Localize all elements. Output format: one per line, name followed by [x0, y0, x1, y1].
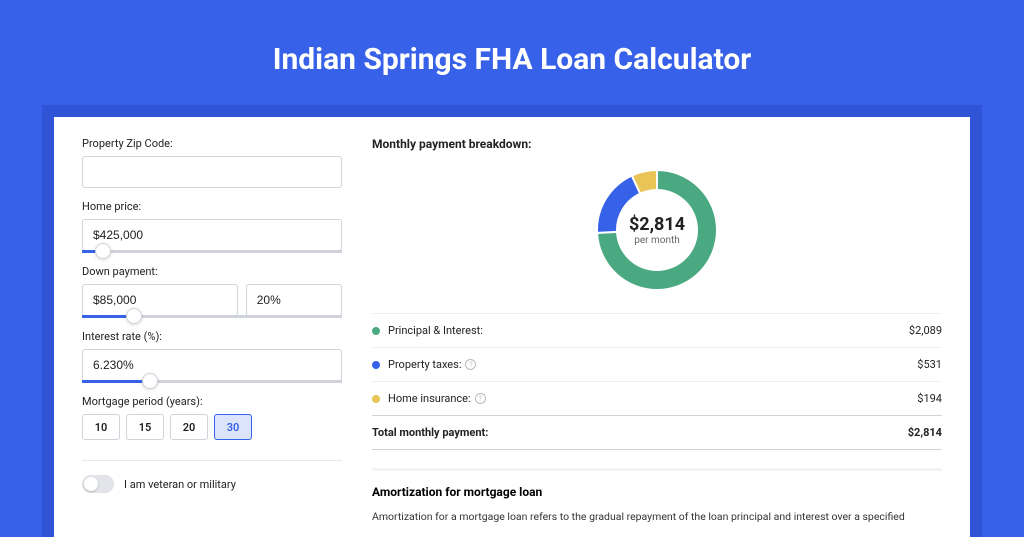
- period-button-15[interactable]: 15: [126, 414, 164, 440]
- zip-label: Property Zip Code:: [82, 137, 342, 150]
- interest-rate-input[interactable]: [82, 349, 342, 381]
- total-row: Total monthly payment: $2,814: [372, 415, 942, 450]
- home-price-input[interactable]: [82, 219, 342, 251]
- amortization-section: Amortization for mortgage loan Amortizat…: [372, 468, 942, 525]
- home-price-slider[interactable]: [82, 250, 342, 253]
- donut-amount: $2,814: [629, 214, 685, 235]
- period-button-20[interactable]: 20: [170, 414, 208, 440]
- payment-donut-chart: $2,814 per month: [592, 165, 722, 295]
- home-price-label: Home price:: [82, 200, 342, 213]
- breakdown-label: Principal & Interest:: [388, 324, 909, 337]
- breakdown-label: Property taxes:?: [388, 358, 917, 371]
- breakdown-title: Monthly payment breakdown:: [372, 137, 942, 151]
- breakdown-value: $2,089: [909, 324, 942, 337]
- info-icon[interactable]: ?: [465, 359, 476, 370]
- breakdown-row: Home insurance:?$194: [372, 381, 942, 415]
- legend-dot: [372, 395, 380, 403]
- breakdown-value: $194: [917, 392, 942, 405]
- toggle-knob: [84, 477, 98, 491]
- interest-rate-slider[interactable]: [82, 380, 342, 383]
- slider-thumb[interactable]: [142, 373, 158, 389]
- down-payment-pct-input[interactable]: [246, 284, 342, 316]
- down-payment-input[interactable]: [82, 284, 238, 316]
- legend-dot: [372, 327, 380, 335]
- breakdown-row: Property taxes:?$531: [372, 347, 942, 381]
- breakdown-column: Monthly payment breakdown: $2,814 per mo…: [372, 137, 942, 537]
- amortization-text: Amortization for a mortgage loan refers …: [372, 509, 942, 525]
- calculator-outer-panel: Property Zip Code: Home price: Down paym…: [42, 105, 982, 537]
- donut-sublabel: per month: [629, 235, 685, 246]
- slider-thumb[interactable]: [95, 243, 111, 259]
- slider-thumb[interactable]: [126, 308, 142, 324]
- breakdown-row: Principal & Interest:$2,089: [372, 313, 942, 347]
- total-value: $2,814: [908, 426, 942, 439]
- page-title: Indian Springs FHA Loan Calculator: [0, 0, 1024, 105]
- veteran-toggle[interactable]: [82, 475, 114, 493]
- zip-input[interactable]: [82, 156, 342, 188]
- down-payment-slider[interactable]: [82, 315, 342, 318]
- total-label: Total monthly payment:: [372, 426, 908, 439]
- breakdown-value: $531: [917, 358, 942, 371]
- info-icon[interactable]: ?: [475, 393, 486, 404]
- legend-dot: [372, 361, 380, 369]
- period-button-30[interactable]: 30: [214, 414, 252, 440]
- form-column: Property Zip Code: Home price: Down paym…: [82, 137, 342, 537]
- period-button-10[interactable]: 10: [82, 414, 120, 440]
- down-payment-label: Down payment:: [82, 265, 342, 278]
- amortization-title: Amortization for mortgage loan: [372, 485, 942, 499]
- veteran-label: I am veteran or military: [124, 478, 236, 491]
- interest-rate-label: Interest rate (%):: [82, 330, 342, 343]
- breakdown-label: Home insurance:?: [388, 392, 917, 405]
- mortgage-period-label: Mortgage period (years):: [82, 395, 342, 408]
- mortgage-period-group: 10152030: [82, 414, 342, 440]
- calculator-panel: Property Zip Code: Home price: Down paym…: [54, 117, 970, 537]
